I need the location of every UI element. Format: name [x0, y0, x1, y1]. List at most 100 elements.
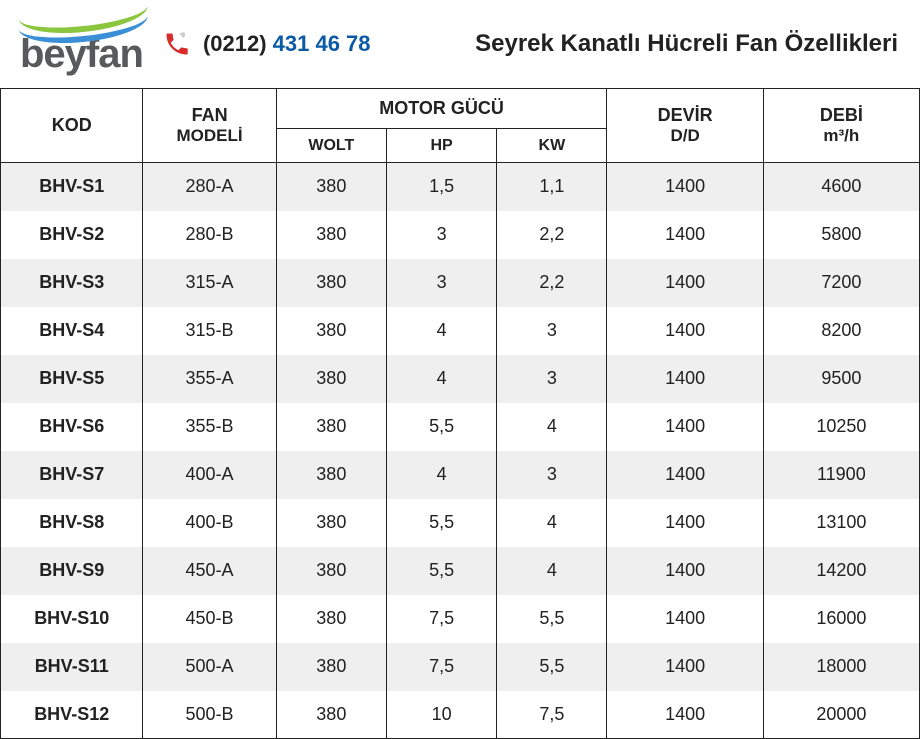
- cell-debi: 16000: [763, 595, 919, 643]
- cell-debi: 7200: [763, 259, 919, 307]
- cell-model: 280-B: [143, 211, 276, 259]
- cell-wolt: 380: [276, 595, 386, 643]
- cell-kod: BHV-S8: [1, 499, 143, 547]
- cell-kw: 4: [497, 499, 607, 547]
- cell-hp: 3: [386, 259, 496, 307]
- cell-devir: 1400: [607, 259, 763, 307]
- cell-hp: 3: [386, 211, 496, 259]
- cell-devir: 1400: [607, 451, 763, 499]
- cell-kw: 4: [497, 403, 607, 451]
- cell-model: 315-B: [143, 307, 276, 355]
- col-header-model-l2: MODELİ: [143, 126, 275, 146]
- cell-hp: 7,5: [386, 643, 496, 691]
- col-header-kw: KW: [497, 129, 607, 163]
- table-row: BHV-S7400-A38043140011900: [1, 451, 920, 499]
- cell-model: 280-A: [143, 163, 276, 211]
- cell-kw: 4: [497, 547, 607, 595]
- cell-kod: BHV-S9: [1, 547, 143, 595]
- cell-devir: 1400: [607, 595, 763, 643]
- cell-kw: 7,5: [497, 691, 607, 739]
- cell-kod: BHV-S1: [1, 163, 143, 211]
- col-header-hp: HP: [386, 129, 496, 163]
- cell-kod: BHV-S7: [1, 451, 143, 499]
- cell-kod: BHV-S6: [1, 403, 143, 451]
- cell-wolt: 380: [276, 451, 386, 499]
- cell-kw: 3: [497, 355, 607, 403]
- cell-devir: 1400: [607, 499, 763, 547]
- cell-debi: 11900: [763, 451, 919, 499]
- col-header-wolt: WOLT: [276, 129, 386, 163]
- cell-model: 450-A: [143, 547, 276, 595]
- col-header-devir: DEVİR D/D: [607, 89, 763, 163]
- col-header-kod: KOD: [1, 89, 143, 163]
- cell-debi: 5800: [763, 211, 919, 259]
- phone-number: (0212) 431 46 78: [203, 31, 371, 57]
- cell-kw: 1,1: [497, 163, 607, 211]
- phone-digits: 431 46 78: [273, 31, 371, 56]
- cell-model: 355-A: [143, 355, 276, 403]
- cell-devir: 1400: [607, 643, 763, 691]
- cell-wolt: 380: [276, 307, 386, 355]
- cell-debi: 20000: [763, 691, 919, 739]
- cell-kw: 3: [497, 451, 607, 499]
- cell-kod: BHV-S11: [1, 643, 143, 691]
- cell-kw: 2,2: [497, 259, 607, 307]
- logo: beyfan: [20, 14, 143, 74]
- cell-wolt: 380: [276, 547, 386, 595]
- cell-kw: 5,5: [497, 643, 607, 691]
- table-row: BHV-S10450-B3807,55,5140016000: [1, 595, 920, 643]
- table-row: BHV-S6355-B3805,54140010250: [1, 403, 920, 451]
- table-row: BHV-S5355-A3804314009500: [1, 355, 920, 403]
- cell-devir: 1400: [607, 355, 763, 403]
- spec-table: KOD FAN MODELİ MOTOR GÜCÜ DEVİR D/D DEBİ…: [0, 88, 920, 739]
- cell-model: 355-B: [143, 403, 276, 451]
- col-header-devir-l1: DEVİR: [658, 105, 713, 125]
- table-row: BHV-S4315-B3804314008200: [1, 307, 920, 355]
- cell-debi: 9500: [763, 355, 919, 403]
- cell-model: 315-A: [143, 259, 276, 307]
- cell-debi: 10250: [763, 403, 919, 451]
- cell-hp: 4: [386, 451, 496, 499]
- cell-hp: 4: [386, 307, 496, 355]
- cell-wolt: 380: [276, 499, 386, 547]
- cell-debi: 13100: [763, 499, 919, 547]
- cell-wolt: 380: [276, 259, 386, 307]
- cell-devir: 1400: [607, 547, 763, 595]
- cell-kod: BHV-S4: [1, 307, 143, 355]
- cell-hp: 10: [386, 691, 496, 739]
- cell-kw: 2,2: [497, 211, 607, 259]
- cell-kod: BHV-S3: [1, 259, 143, 307]
- cell-kod: BHV-S12: [1, 691, 143, 739]
- cell-wolt: 380: [276, 163, 386, 211]
- col-header-debi: DEBİ m³/h: [763, 89, 919, 163]
- phone-prefix: (0212): [203, 31, 273, 56]
- cell-model: 450-B: [143, 595, 276, 643]
- cell-wolt: 380: [276, 643, 386, 691]
- col-header-debi-l2: m³/h: [764, 126, 919, 146]
- cell-debi: 18000: [763, 643, 919, 691]
- cell-hp: 5,5: [386, 547, 496, 595]
- table-header: KOD FAN MODELİ MOTOR GÜCÜ DEVİR D/D DEBİ…: [1, 89, 920, 163]
- cell-kod: BHV-S2: [1, 211, 143, 259]
- cell-hp: 4: [386, 355, 496, 403]
- table-row: BHV-S3315-A38032,214007200: [1, 259, 920, 307]
- cell-wolt: 380: [276, 691, 386, 739]
- col-header-debi-l1: DEBİ: [820, 105, 863, 125]
- col-header-model: FAN MODELİ: [143, 89, 276, 163]
- cell-model: 400-A: [143, 451, 276, 499]
- logo-swoosh-icon: [20, 14, 140, 36]
- table-row: BHV-S2280-B38032,214005800: [1, 211, 920, 259]
- cell-wolt: 380: [276, 211, 386, 259]
- cell-debi: 8200: [763, 307, 919, 355]
- cell-model: 400-B: [143, 499, 276, 547]
- table-row: BHV-S8400-B3805,54140013100: [1, 499, 920, 547]
- cell-debi: 14200: [763, 547, 919, 595]
- col-header-model-l1: FAN: [192, 105, 228, 125]
- page-title: Seyrek Kanatlı Hücreli Fan Özellikleri: [475, 30, 900, 58]
- cell-model: 500-A: [143, 643, 276, 691]
- cell-hp: 5,5: [386, 403, 496, 451]
- table-row: BHV-S11500-A3807,55,5140018000: [1, 643, 920, 691]
- cell-debi: 4600: [763, 163, 919, 211]
- cell-devir: 1400: [607, 163, 763, 211]
- cell-kod: BHV-S10: [1, 595, 143, 643]
